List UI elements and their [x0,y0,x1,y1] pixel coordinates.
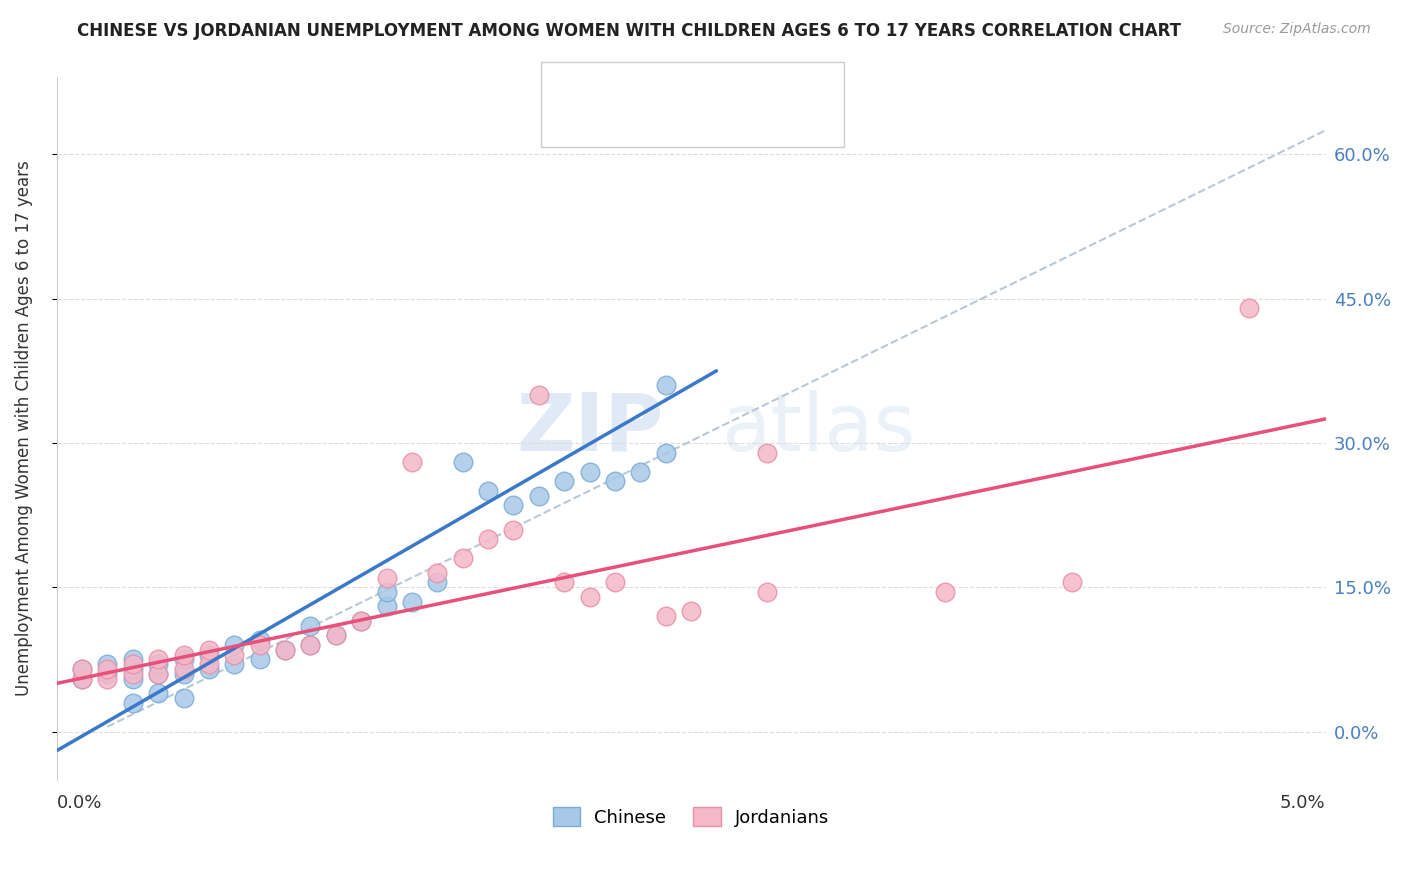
Point [451,455,474,469]
Point [375,571,398,585]
Point [553,575,575,590]
Point [527,388,550,402]
Point [198,662,221,676]
Point [299,618,322,632]
Point [628,465,651,479]
Point [578,590,600,604]
Point [173,652,195,666]
Text: 0.613: 0.613 [633,78,689,95]
Point [173,666,195,681]
Text: R =: R = [589,78,626,95]
Point [274,642,297,657]
Point [121,666,143,681]
Point [70,662,93,676]
Point [527,489,550,503]
Point [1239,301,1261,316]
Point [173,690,195,705]
Point [325,628,347,642]
Point [325,628,347,642]
Text: 0.0%: 0.0% [56,794,103,812]
Point [477,484,499,499]
Point [70,672,93,686]
Point [603,475,626,489]
Point [249,638,271,652]
Point [350,614,373,628]
Point [224,657,246,672]
Bar [553,109,581,135]
Point [121,696,143,710]
Text: N =: N = [707,78,744,95]
Point [401,455,423,469]
Point [224,638,246,652]
Bar [553,74,581,99]
Point [502,499,524,513]
Point [70,662,93,676]
Y-axis label: Unemployment Among Women with Children Ages 6 to 17 years: Unemployment Among Women with Children A… [15,161,32,697]
Point [299,638,322,652]
Point [934,585,956,599]
Point [121,672,143,686]
Text: 5.0%: 5.0% [1279,794,1326,812]
Point [375,599,398,614]
Point [502,523,524,537]
Text: 35: 35 [749,113,775,131]
Point [198,648,221,662]
Point [146,652,169,666]
Point [96,672,118,686]
Point [96,657,118,672]
Point [553,475,575,489]
Point [198,657,221,672]
Point [249,652,271,666]
Point [173,662,195,676]
Point [121,657,143,672]
Point [578,465,600,479]
Point [146,666,169,681]
Point [173,648,195,662]
Point [121,662,143,676]
Point [146,657,169,672]
Text: 0.459: 0.459 [633,113,689,131]
Point [426,575,449,590]
Text: Source: ZipAtlas.com: Source: ZipAtlas.com [1223,22,1371,37]
Point [96,666,118,681]
Point [96,662,118,676]
Point [477,532,499,546]
Point [654,445,676,459]
Point [375,585,398,599]
Point [146,686,169,700]
Point [121,652,143,666]
Point [451,551,474,566]
Text: CHINESE VS JORDANIAN UNEMPLOYMENT AMONG WOMEN WITH CHILDREN AGES 6 TO 17 YEARS C: CHINESE VS JORDANIAN UNEMPLOYMENT AMONG … [77,22,1181,40]
Text: atlas: atlas [721,390,915,467]
Point [756,445,779,459]
Point [249,633,271,648]
Point [299,638,322,652]
Point [274,642,297,657]
Text: ZIP: ZIP [516,390,664,467]
Point [146,666,169,681]
Point [426,566,449,580]
Point [756,585,779,599]
Point [198,642,221,657]
Text: N =: N = [707,113,744,131]
Point [654,378,676,392]
Point [401,595,423,609]
Point [603,575,626,590]
Point [70,672,93,686]
Legend: Chinese, Jordanians: Chinese, Jordanians [546,800,837,834]
Point [350,614,373,628]
Point [224,648,246,662]
Text: 39: 39 [749,78,775,95]
Point [654,609,676,624]
Point [681,604,703,618]
Text: R =: R = [589,113,626,131]
Point [1060,575,1083,590]
